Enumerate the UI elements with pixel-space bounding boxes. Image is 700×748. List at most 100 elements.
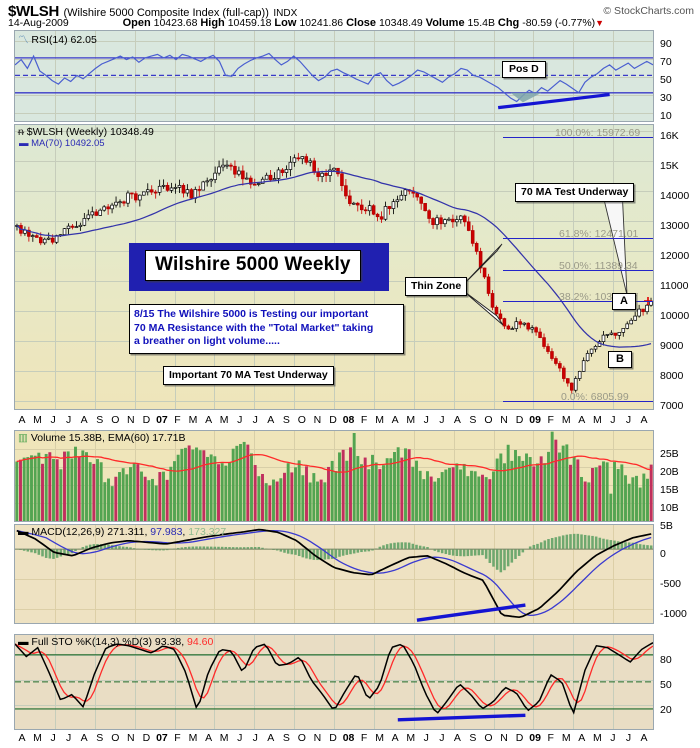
quote-value-close: 10348.49 [378,17,423,29]
volume-panel[interactable]: ▥ Volume 15.38B, EMA(60) 17.71B [14,430,654,522]
macd-legend-label: MACD(12,26,9) 271.311, [31,526,148,538]
sto-legend-label: Full STO %K(14,3) %D(3) 93.38, [31,636,185,648]
macd-plot [15,525,653,623]
quote-label-volume: Volume [425,17,465,29]
macd-signal-value: 97.983 [150,526,183,538]
quote-value-chg: -80.59 (-0.77%) [522,17,596,29]
macd-ytick-m500: -500 [660,578,682,590]
date-tick-o-30: O [484,414,493,426]
date-tick-j-38: J [610,732,616,744]
date-tick-j-3: J [66,732,72,744]
sto-k-line-icon: ▬ [18,636,29,648]
date-tick-f-34: F [547,414,554,426]
date-tick-f-10: F [174,414,181,426]
date-tick-j-2: J [50,732,56,744]
pos-d-label: Pos D [509,63,539,75]
date-tick-s-29: S [469,732,477,744]
date-tick-j-38: J [610,414,616,426]
date-tick-s-5: S [96,732,104,744]
quote-label-chg: Chg [497,17,520,29]
date-tick-j-27: J [439,414,445,426]
date-tick-m-11: M [188,414,198,426]
chart-header: $WLSH (Wilshire 5000 Composite Index (fu… [0,0,700,30]
date-tick-a-16: A [267,414,275,426]
date-tick-m-13: M [219,732,229,744]
rsi-panel[interactable]: 〽 RSI(14) 62.05 Pos D [14,30,654,122]
commentary-line-2: 70 MA Resistance with the "Total Market"… [134,321,374,334]
symbol-line: $WLSH (Wilshire 5000 Composite Index (fu… [8,3,297,21]
volume-legend-label: Volume 15.38B, EMA(60) 17.71B [30,432,186,444]
date-tick-09-33: 09 [529,732,541,744]
date-tick-a-4: A [80,414,88,426]
marker-b-label: B [616,353,624,365]
fib-line-0 [503,401,653,402]
date-tick-a-36: A [578,732,586,744]
date-tick-o-6: O [111,414,120,426]
quote-label-open: Open [122,17,151,29]
date-tick-m-23: M [375,414,385,426]
price-legend-label: $WLSH (Weekly) 10348.49 [26,126,154,138]
volume-ytick-15b: 15B [660,484,679,496]
marker-a-box: A [612,293,636,310]
important-70-ma-test-label: Important 70 MA Test Underway [169,369,328,381]
date-tick-f-22: F [360,414,368,426]
sto-ytick-80: 80 [660,654,672,666]
rsi-ytick-70: 70 [660,56,672,68]
date-tick-j-3: J [66,414,72,426]
macd-ytick-m1000: -1000 [660,608,687,620]
symbol-description: (Wilshire 5000 Composite Index (full-cap… [63,7,269,19]
date-tick-n-19: N [313,732,322,744]
date-tick-d-32: D [515,414,524,426]
date-tick-j-2: J [50,414,56,426]
date-tick-m-35: M [561,414,571,426]
quote-label-low: Low [274,17,297,29]
price-ytick-12000: 12000 [660,250,690,262]
stochastics-legend: ▬ Full STO %K(14,3) %D(3) 93.38, 94.60 [18,636,213,648]
fib-line-100 [503,137,653,138]
date-tick-09-33: 09 [529,414,541,426]
date-tick-j-15: J [252,414,258,426]
price-ytick-9000: 9000 [660,340,684,352]
stochastics-panel[interactable]: ▬ Full STO %K(14,3) %D(3) 93.38, 94.60 [14,634,654,730]
date-tick-a-40: A [640,732,648,744]
date-tick-n-31: N [500,732,508,744]
date-tick-a-0: A [18,414,26,426]
date-tick-d-20: D [329,414,337,426]
quote-label-high: High [200,17,225,29]
ma-legend-label: MA(70) 10492.05 [31,138,105,149]
macd-panel[interactable]: ▬ MACD(12,26,9) 271.311, 97.983, 173.327 [14,524,654,624]
date-tick-o-18: O [297,732,306,744]
quote-value-high: 10459.18 [227,17,272,29]
fib-label-0: 0.0%: 6805.99 [561,391,629,403]
date-tick-m-11: M [188,732,198,744]
date-tick-n-31: N [500,414,508,426]
commentary-line-1: 8/15 The Wilshire 5000 is Testing our im… [134,308,369,320]
volume-legend: ▥ Volume 15.38B, EMA(60) 17.71B [18,432,186,444]
rsi-legend: 〽 RSI(14) 62.05 [18,32,97,47]
quote-label-close: Close [346,17,377,29]
rsi-legend-label: RSI(14) 62.05 [31,34,97,46]
important-70-ma-test-box: Important 70 MA Test Underway [163,366,334,385]
date-tick-j-26: J [423,414,429,426]
date-tick-d-8: D [142,732,151,744]
quote-line: 14-Aug-2009 Open 10423.68 High 10459.18 … [8,17,604,29]
pos-d-annotation: Pos D [502,61,546,78]
date-tick-f-22: F [360,732,368,744]
date-tick-j-26: J [423,732,429,744]
date-tick-m-23: M [375,732,385,744]
quote-value-volume: 15.4B [467,17,495,29]
price-panel[interactable]: ᵰ $WLSH (Weekly) 10348.49 ▬ MA(70) 10492… [14,124,654,410]
volume-ytick-10b: 10B [660,502,679,514]
date-tick-a-16: A [267,732,275,744]
date-tick-08-21: 08 [342,414,355,426]
date-tick-a-28: A [453,414,461,426]
volume-svg [15,431,653,521]
date-tick-m-37: M [592,414,602,426]
date-tick-d-20: D [329,732,337,744]
ma-line-icon: ▬ [19,138,29,149]
volume-ytick-25b: 25B [660,448,679,460]
thin-zone-box: Thin Zone [405,277,468,296]
date-tick-n-19: N [313,414,322,426]
macd-svg [15,528,653,622]
